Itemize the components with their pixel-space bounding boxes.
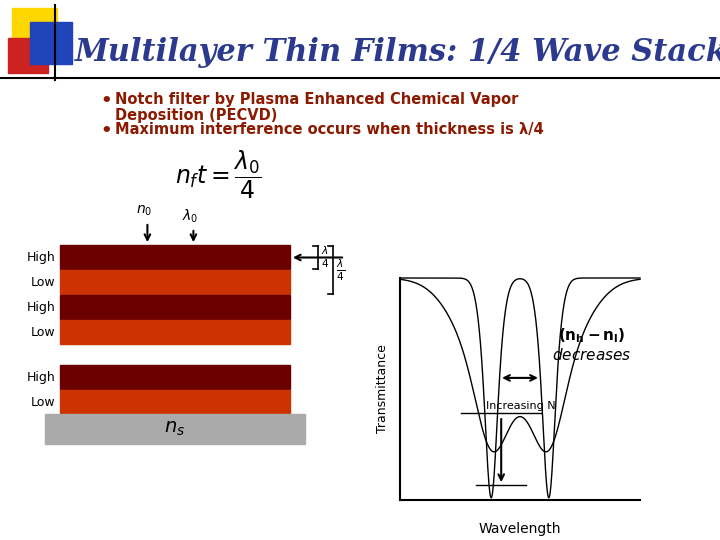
Text: $n_s$: $n_s$	[164, 420, 186, 438]
Text: High: High	[26, 370, 55, 383]
Text: •: •	[100, 92, 112, 110]
Text: Maximum interference occurs when thickness is λ/4: Maximum interference occurs when thickne…	[115, 122, 544, 137]
Text: Wavelength: Wavelength	[479, 522, 562, 536]
Text: High: High	[26, 300, 55, 314]
Text: Low: Low	[30, 395, 55, 408]
Text: Notch filter by Plasma Enhanced Chemical Vapor: Notch filter by Plasma Enhanced Chemical…	[115, 92, 518, 107]
Text: Transmittance: Transmittance	[376, 345, 389, 434]
Bar	[8, 38, 48, 73]
Bar	[60, 365, 290, 389]
Text: $n_f t = \dfrac{\lambda_0}{4}$: $n_f t = \dfrac{\lambda_0}{4}$	[175, 148, 262, 200]
Text: •: •	[100, 122, 112, 140]
Bar	[60, 390, 290, 414]
Text: Deposition (PECVD): Deposition (PECVD)	[115, 108, 277, 123]
Text: $\frac{\lambda}{4}$: $\frac{\lambda}{4}$	[336, 257, 346, 283]
Text: Low: Low	[30, 326, 55, 339]
Bar	[60, 270, 290, 294]
Text: $n_0$: $n_0$	[136, 204, 153, 218]
Bar	[30, 22, 72, 64]
Text: Low: Low	[30, 275, 55, 288]
Text: High: High	[26, 251, 55, 264]
Bar	[60, 245, 290, 269]
Bar	[60, 320, 290, 344]
Text: $\mathbf{(n_h - n_l)}$
$\mathit{decreases}$: $\mathbf{(n_h - n_l)}$ $\mathit{decrease…	[552, 326, 631, 363]
Text: $\frac{\lambda}{4}$: $\frac{\lambda}{4}$	[321, 245, 330, 271]
Bar	[45, 414, 305, 444]
Bar	[60, 295, 290, 319]
Text: $\lambda_0$: $\lambda_0$	[182, 207, 199, 225]
Text: Increasing N: Increasing N	[486, 401, 556, 411]
Bar	[12, 8, 57, 53]
Text: Multilayer Thin Films: 1/4 Wave Stack: Multilayer Thin Films: 1/4 Wave Stack	[75, 37, 720, 68]
